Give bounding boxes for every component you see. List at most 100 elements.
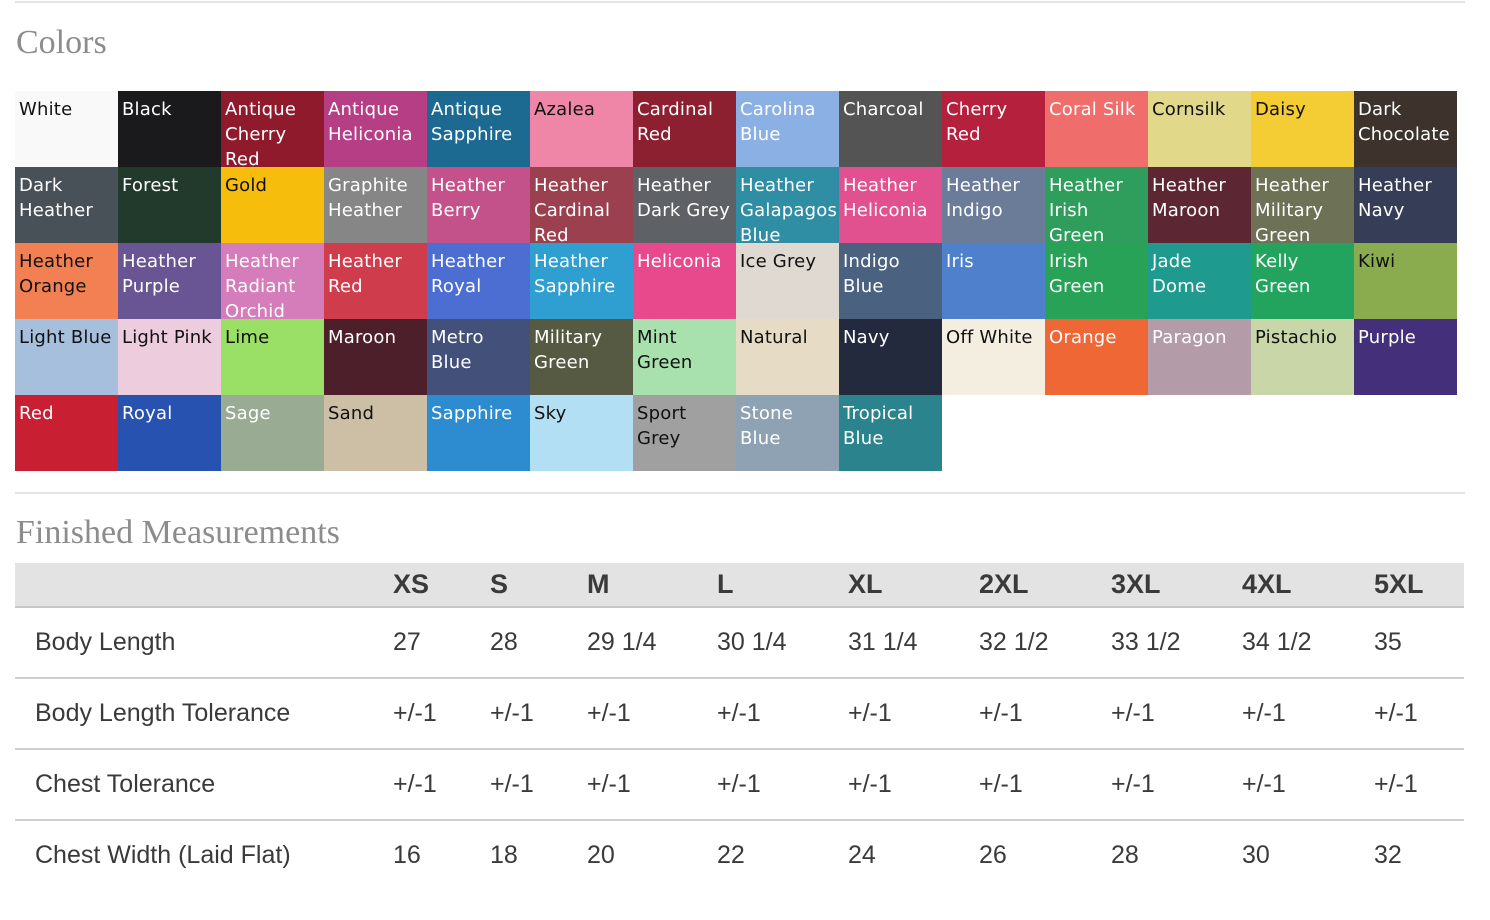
color-swatch[interactable]: Black — [118, 91, 221, 167]
color-swatch[interactable]: Daisy — [1251, 91, 1354, 167]
color-swatch[interactable]: Heather Cardinal Red — [530, 167, 633, 243]
color-swatch[interactable]: Heather Orange — [15, 243, 118, 319]
color-swatch-label: Jade Dome — [1152, 251, 1207, 297]
color-swatch-label: Light Pink — [122, 327, 212, 348]
color-swatch[interactable]: Jade Dome — [1148, 243, 1251, 319]
color-swatch[interactable]: Cornsilk — [1148, 91, 1251, 167]
color-swatch[interactable]: Sky — [530, 395, 633, 471]
measurements-heading: Finished Measurements — [16, 514, 340, 551]
color-swatch[interactable]: Pistachio — [1251, 319, 1354, 395]
color-swatch[interactable]: Military Green — [530, 319, 633, 395]
color-swatch[interactable]: Dark Chocolate — [1354, 91, 1457, 167]
color-swatch-label: Forest — [122, 175, 179, 196]
color-swatch[interactable]: Orange — [1045, 319, 1148, 395]
color-swatch[interactable]: Paragon — [1148, 319, 1251, 395]
color-swatch[interactable]: Heather Heliconia — [839, 167, 942, 243]
color-swatch[interactable]: Heather Red — [324, 243, 427, 319]
measurement-label: Body Length Tolerance — [15, 678, 393, 750]
color-swatch[interactable]: Antique Sapphire — [427, 91, 530, 167]
color-swatch[interactable]: Sapphire — [427, 395, 530, 471]
color-swatch[interactable]: Maroon — [324, 319, 427, 395]
color-swatch[interactable]: Indigo Blue — [839, 243, 942, 319]
color-swatch[interactable]: Heather Galapagos Blue — [736, 167, 839, 243]
color-swatch[interactable]: Sage — [221, 395, 324, 471]
color-swatch[interactable]: Heather Indigo — [942, 167, 1045, 243]
color-swatch[interactable]: Graphite Heather — [324, 167, 427, 243]
color-swatch[interactable]: Kelly Green — [1251, 243, 1354, 319]
color-swatch-label: Heather Orange — [19, 251, 93, 297]
color-swatch-label: Orange — [1049, 327, 1117, 348]
color-swatch[interactable]: Royal — [118, 395, 221, 471]
color-swatch[interactable]: Gold — [221, 167, 324, 243]
measurement-value: 30 — [1242, 841, 1270, 869]
measurement-value: +/-1 — [848, 749, 979, 821]
color-swatch[interactable]: Heather Royal — [427, 243, 530, 319]
color-swatch[interactable]: Metro Blue — [427, 319, 530, 395]
color-swatch-label: Purple — [1358, 327, 1417, 348]
color-swatch[interactable]: Forest — [118, 167, 221, 243]
color-swatch[interactable]: Heather Navy — [1354, 167, 1457, 243]
color-swatch[interactable]: Azalea — [530, 91, 633, 167]
color-swatch[interactable]: Heather Radiant Orchid — [221, 243, 324, 319]
color-swatch[interactable]: Heather Purple — [118, 243, 221, 319]
color-swatch[interactable]: Cherry Red — [942, 91, 1045, 167]
color-swatch[interactable]: Heather Sapphire — [530, 243, 633, 319]
measurement-value: 28 — [490, 607, 587, 679]
color-swatch[interactable]: Heather Military Green — [1251, 167, 1354, 243]
color-swatch[interactable]: Antique Cherry Red — [221, 91, 324, 167]
color-swatch[interactable]: Heather Maroon — [1148, 167, 1251, 243]
color-swatch-label: Dark Heather — [19, 175, 93, 221]
color-swatch[interactable]: Red — [15, 395, 118, 471]
color-swatch[interactable]: Heather Irish Green — [1045, 167, 1148, 243]
table-row: Body Length 27 28 29 1/4 30 1/4 31 1/4 32 1/2 3… — [15, 607, 1464, 679]
color-swatch[interactable]: Heather Dark Grey — [633, 167, 736, 243]
color-swatch[interactable]: Charcoal — [839, 91, 942, 167]
measurement-value: +/-1 — [393, 678, 490, 750]
color-swatch-label: Sand — [328, 403, 375, 424]
color-swatch[interactable]: Irish Green — [1045, 243, 1148, 319]
measurement-value: 35 — [1374, 607, 1464, 679]
color-swatch-label: Heather Purple — [122, 251, 196, 297]
color-swatch[interactable]: Kiwi — [1354, 243, 1457, 319]
color-swatch-label: Black — [122, 99, 172, 120]
color-swatch[interactable]: Light Pink — [118, 319, 221, 395]
color-swatch[interactable]: Stone Blue — [736, 395, 839, 471]
measurement-value: +/-1 — [1111, 749, 1242, 821]
measurement-value: +/-1 — [979, 749, 1111, 821]
section-divider — [15, 492, 1465, 494]
size-header-2xl: 2XL — [979, 563, 1111, 608]
measurement-value: 32 — [1374, 841, 1402, 869]
measurement-value: +/-1 — [1242, 678, 1374, 750]
color-swatch[interactable]: Tropical Blue — [839, 395, 942, 471]
colors-heading: Colors — [16, 24, 107, 61]
color-swatch[interactable]: Light Blue — [15, 319, 118, 395]
color-swatch[interactable]: Sand — [324, 395, 427, 471]
color-swatch[interactable]: Heather Berry — [427, 167, 530, 243]
header-blank-cell — [15, 563, 393, 608]
color-swatch-label: Sapphire — [431, 403, 513, 424]
color-swatch[interactable]: Iris — [942, 243, 1045, 319]
color-swatch[interactable]: Off White — [942, 319, 1045, 395]
color-swatch[interactable]: Purple — [1354, 319, 1457, 395]
color-swatch[interactable]: Cardinal Red — [633, 91, 736, 167]
color-swatch-label: Coral Silk — [1049, 99, 1136, 120]
color-swatch[interactable]: Antique Heliconia — [324, 91, 427, 167]
color-swatch[interactable]: Mint Green — [633, 319, 736, 395]
color-swatch[interactable]: Carolina Blue — [736, 91, 839, 167]
color-swatch[interactable]: Ice Grey — [736, 243, 839, 319]
measurement-value: 33 1/2 — [1111, 607, 1242, 679]
color-swatch[interactable]: Natural — [736, 319, 839, 395]
color-swatch[interactable]: Sport Grey — [633, 395, 736, 471]
color-swatch-label: Heather Indigo — [946, 175, 1020, 221]
measurement-value: 27 — [393, 607, 490, 679]
color-swatch[interactable]: White — [15, 91, 118, 167]
color-swatch[interactable]: Navy — [839, 319, 942, 395]
color-swatch-label: Heather Heliconia — [843, 175, 928, 221]
color-swatch[interactable]: Lime — [221, 319, 324, 395]
color-swatch-label: Carolina Blue — [740, 99, 816, 145]
color-swatch-label: Indigo Blue — [843, 251, 900, 297]
color-swatch[interactable]: Heliconia — [633, 243, 736, 319]
color-swatch[interactable]: Coral Silk — [1045, 91, 1148, 167]
color-swatch[interactable]: Dark Heather — [15, 167, 118, 243]
measurement-value: +/-1 — [979, 678, 1111, 750]
